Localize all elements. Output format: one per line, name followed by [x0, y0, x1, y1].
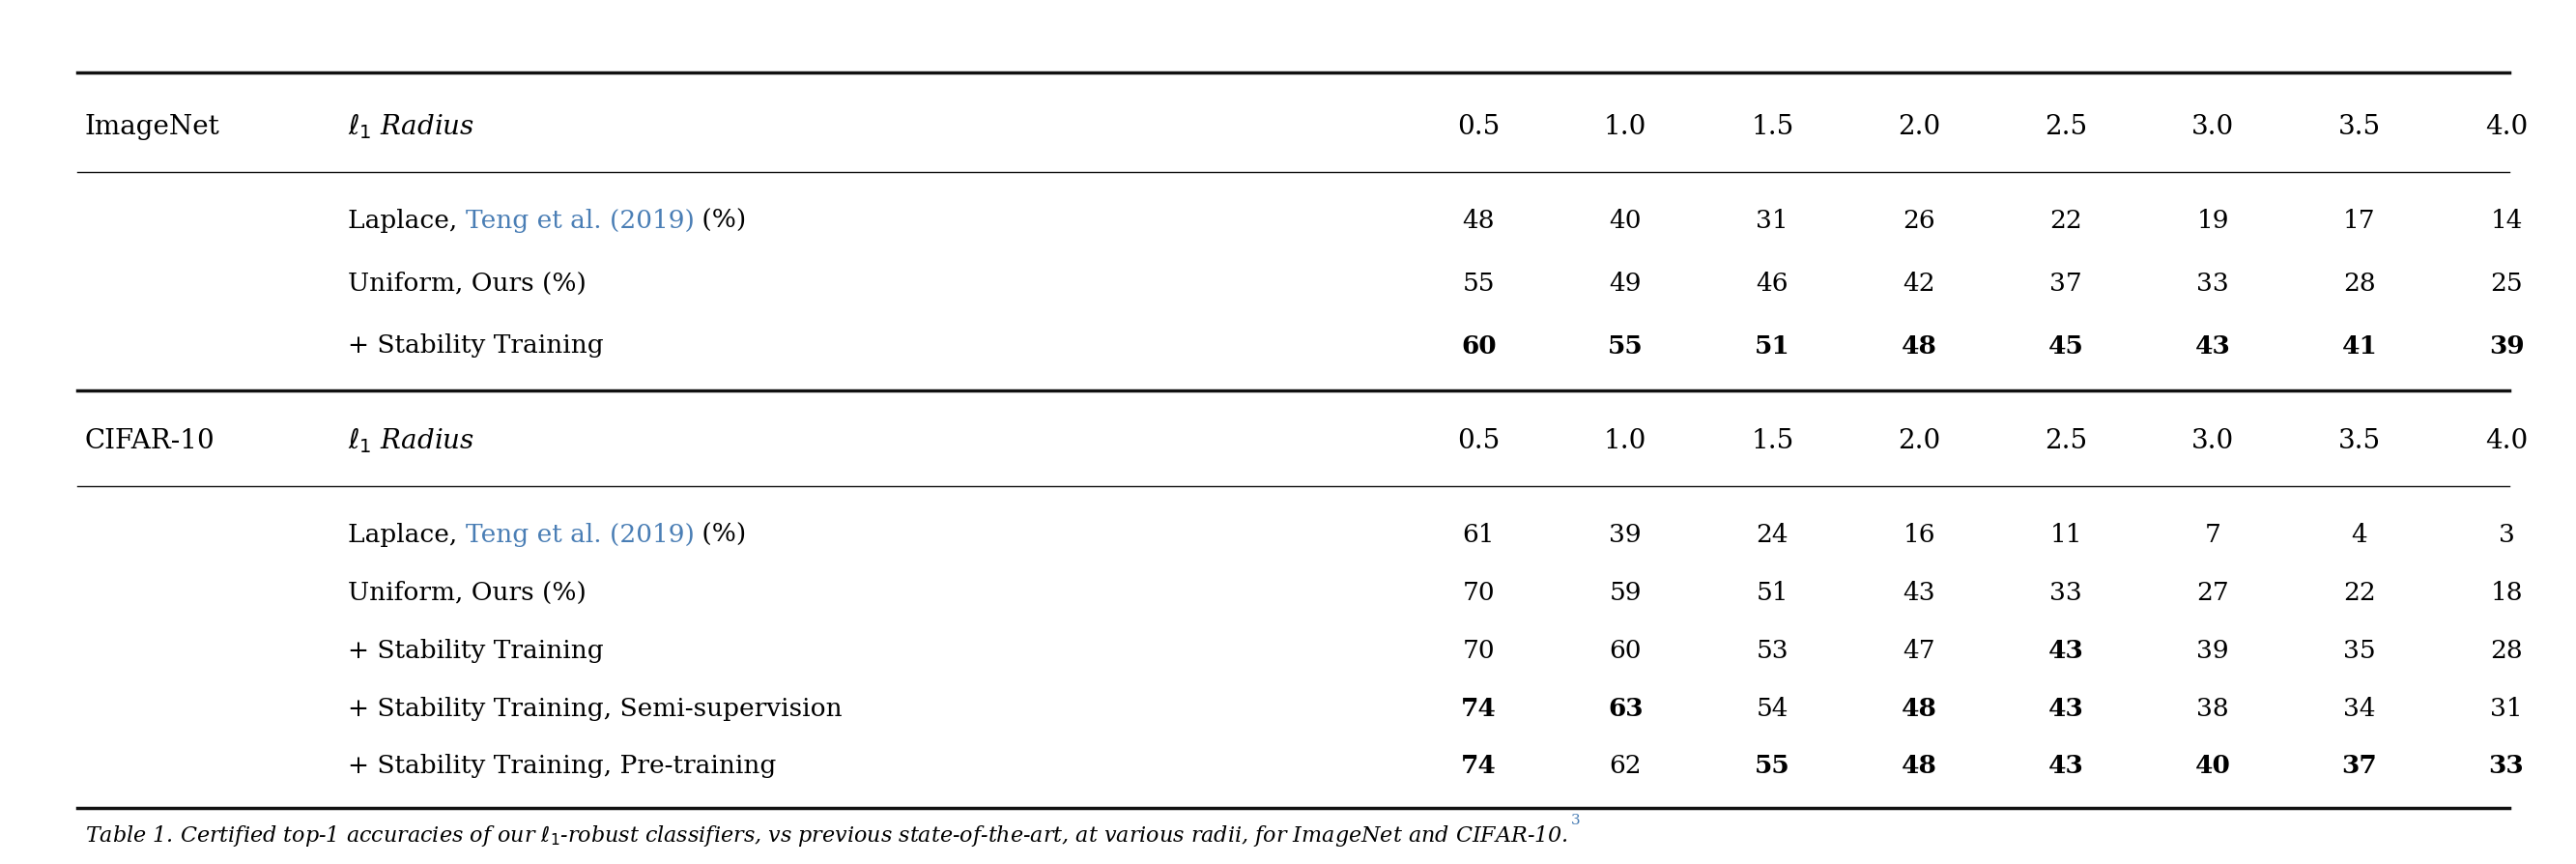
Text: ImageNet: ImageNet	[85, 114, 219, 140]
Text: 2.5: 2.5	[2045, 114, 2087, 140]
Text: 0.5: 0.5	[1458, 114, 1499, 140]
Text: 1.5: 1.5	[1752, 114, 1793, 140]
Text: 2.5: 2.5	[2045, 428, 2087, 454]
Text: 49: 49	[1610, 271, 1641, 295]
Text: 51: 51	[1757, 580, 1788, 604]
Text: 3.0: 3.0	[2192, 428, 2233, 454]
Text: Uniform, Ours (%): Uniform, Ours (%)	[348, 580, 587, 604]
Text: 74: 74	[1461, 696, 1497, 720]
Text: 17: 17	[2344, 208, 2375, 232]
Text: $\ell_1$ Radius: $\ell_1$ Radius	[348, 112, 474, 142]
Text: 38: 38	[2197, 696, 2228, 720]
Text: 43: 43	[2048, 638, 2084, 662]
Text: 55: 55	[1754, 753, 1790, 778]
Text: 33: 33	[2488, 753, 2524, 778]
Text: 4.0: 4.0	[2486, 114, 2527, 140]
Text: 4.0: 4.0	[2486, 428, 2527, 454]
Text: 54: 54	[1757, 696, 1788, 720]
Text: 3.5: 3.5	[2339, 428, 2380, 454]
Text: 48: 48	[1463, 208, 1494, 232]
Text: 48: 48	[1901, 696, 1937, 720]
Text: 26: 26	[1904, 208, 1935, 232]
Text: 55: 55	[1607, 334, 1643, 358]
Text: + Stability Training, Pre-training: + Stability Training, Pre-training	[348, 753, 775, 778]
Text: Laplace,: Laplace,	[348, 208, 466, 232]
Text: 31: 31	[1757, 208, 1788, 232]
Text: 47: 47	[1904, 638, 1935, 662]
Text: 43: 43	[1904, 580, 1935, 604]
Text: 34: 34	[2344, 696, 2375, 720]
Text: 46: 46	[1757, 271, 1788, 295]
Text: 1.5: 1.5	[1752, 428, 1793, 454]
Text: 51: 51	[1754, 334, 1790, 358]
Text: 70: 70	[1463, 638, 1494, 662]
Text: 48: 48	[1901, 334, 1937, 358]
Text: 22: 22	[2050, 208, 2081, 232]
Text: 14: 14	[2491, 208, 2522, 232]
Text: $\ell_1$ Radius: $\ell_1$ Radius	[348, 426, 474, 455]
Text: 74: 74	[1461, 753, 1497, 778]
Text: Teng et al. (2019): Teng et al. (2019)	[466, 208, 693, 232]
Text: 18: 18	[2491, 580, 2522, 604]
Text: 43: 43	[2048, 753, 2084, 778]
Text: 22: 22	[2344, 580, 2375, 604]
Text: 28: 28	[2344, 271, 2375, 295]
Text: 39: 39	[2197, 638, 2228, 662]
Text: 60: 60	[1610, 638, 1641, 662]
Text: 3: 3	[2499, 522, 2514, 546]
Text: 48: 48	[1901, 753, 1937, 778]
Text: 59: 59	[1610, 580, 1641, 604]
Text: 1.0: 1.0	[1605, 428, 1646, 454]
Text: 62: 62	[1610, 753, 1641, 778]
Text: (%): (%)	[693, 522, 747, 546]
Text: 1.0: 1.0	[1605, 114, 1646, 140]
Text: 0.5: 0.5	[1458, 428, 1499, 454]
Text: 19: 19	[2197, 208, 2228, 232]
Text: 2.0: 2.0	[1899, 428, 1940, 454]
Text: 11: 11	[2050, 522, 2081, 546]
Text: Teng et al. (2019): Teng et al. (2019)	[466, 522, 693, 546]
Text: CIFAR-10: CIFAR-10	[85, 428, 216, 454]
Text: Uniform, Ours (%): Uniform, Ours (%)	[348, 271, 587, 295]
Text: 60: 60	[1461, 334, 1497, 358]
Text: 40: 40	[1610, 208, 1641, 232]
Text: 28: 28	[2491, 638, 2522, 662]
Text: + Stability Training: + Stability Training	[348, 334, 603, 358]
Text: 39: 39	[2488, 334, 2524, 358]
Text: 40: 40	[2195, 753, 2231, 778]
Text: 3.0: 3.0	[2192, 114, 2233, 140]
Text: 24: 24	[1757, 522, 1788, 546]
Text: 25: 25	[2491, 271, 2522, 295]
Text: 4: 4	[2352, 522, 2367, 546]
Text: 16: 16	[1904, 522, 1935, 546]
Text: 45: 45	[2048, 334, 2084, 358]
Text: 3: 3	[1571, 813, 1579, 827]
Text: + Stability Training, Semi-supervision: + Stability Training, Semi-supervision	[348, 696, 842, 720]
Text: (%): (%)	[693, 208, 747, 232]
Text: 7: 7	[2205, 522, 2221, 546]
Text: 43: 43	[2048, 696, 2084, 720]
Text: + Stability Training: + Stability Training	[348, 638, 603, 662]
Text: 31: 31	[2491, 696, 2522, 720]
Text: 42: 42	[1904, 271, 1935, 295]
Text: Laplace,: Laplace,	[348, 522, 466, 546]
Text: 35: 35	[2344, 638, 2375, 662]
Text: 53: 53	[1757, 638, 1788, 662]
Text: 33: 33	[2197, 271, 2228, 295]
Text: 2.0: 2.0	[1899, 114, 1940, 140]
Text: 33: 33	[2050, 580, 2081, 604]
Text: 61: 61	[1463, 522, 1494, 546]
Text: 3.5: 3.5	[2339, 114, 2380, 140]
Text: 37: 37	[2342, 753, 2378, 778]
Text: 70: 70	[1463, 580, 1494, 604]
Text: 27: 27	[2197, 580, 2228, 604]
Text: 63: 63	[1607, 696, 1643, 720]
Text: 37: 37	[2050, 271, 2081, 295]
Text: 39: 39	[1610, 522, 1641, 546]
Text: Table 1. Certified top-1 accuracies of our $\ell_1$-robust classifiers, vs previ: Table 1. Certified top-1 accuracies of o…	[85, 823, 1569, 848]
Text: 55: 55	[1463, 271, 1494, 295]
Text: 43: 43	[2195, 334, 2231, 358]
Text: 41: 41	[2342, 334, 2378, 358]
